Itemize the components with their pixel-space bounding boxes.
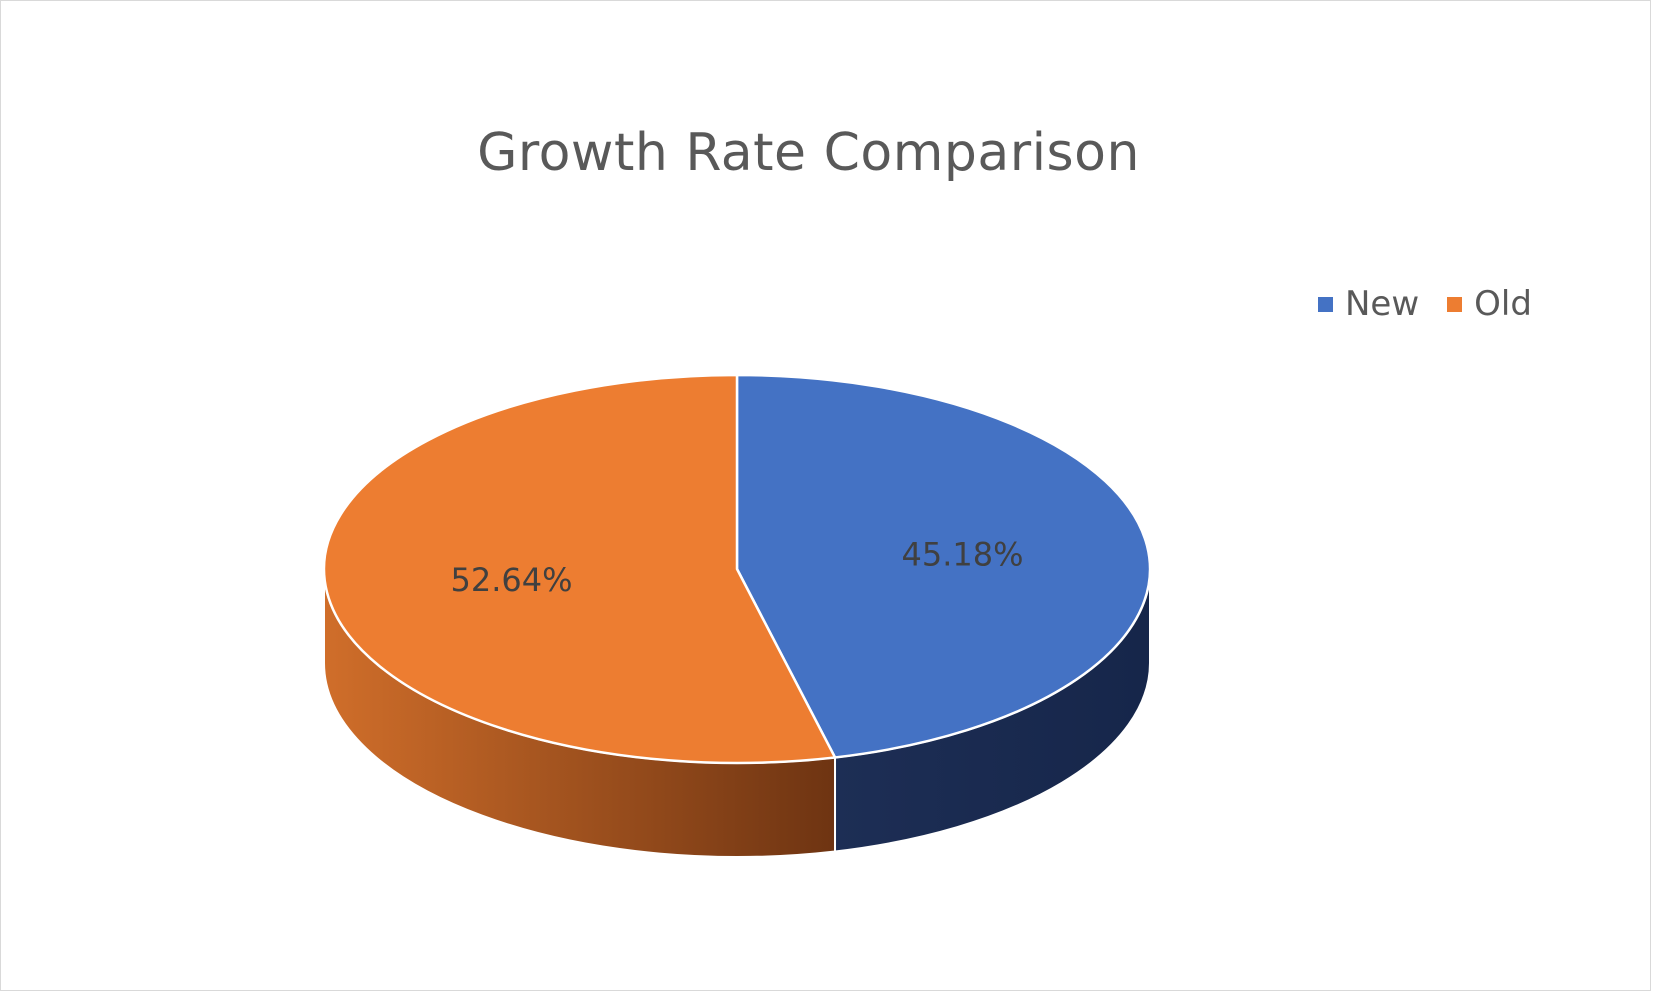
- pie-labels: 45.18% 52.64%: [450, 535, 1023, 599]
- chart-title: Growth Rate Comparison: [477, 123, 1140, 183]
- data-label-new: 45.18%: [902, 535, 1024, 573]
- data-label-old: 52.64%: [450, 561, 572, 599]
- pie-top: [322, 373, 1152, 765]
- pie-slice-old: [322, 373, 837, 765]
- legend: New Old: [1318, 284, 1560, 324]
- legend-label-old: Old: [1474, 284, 1532, 324]
- legend-swatch-old: [1447, 296, 1463, 312]
- legend-item-new: New: [1318, 284, 1419, 324]
- pie-slice-new: [735, 373, 1152, 759]
- legend-item-old: Old: [1447, 284, 1532, 324]
- legend-label-new: New: [1345, 284, 1420, 324]
- legend-swatch-new: [1318, 296, 1333, 312]
